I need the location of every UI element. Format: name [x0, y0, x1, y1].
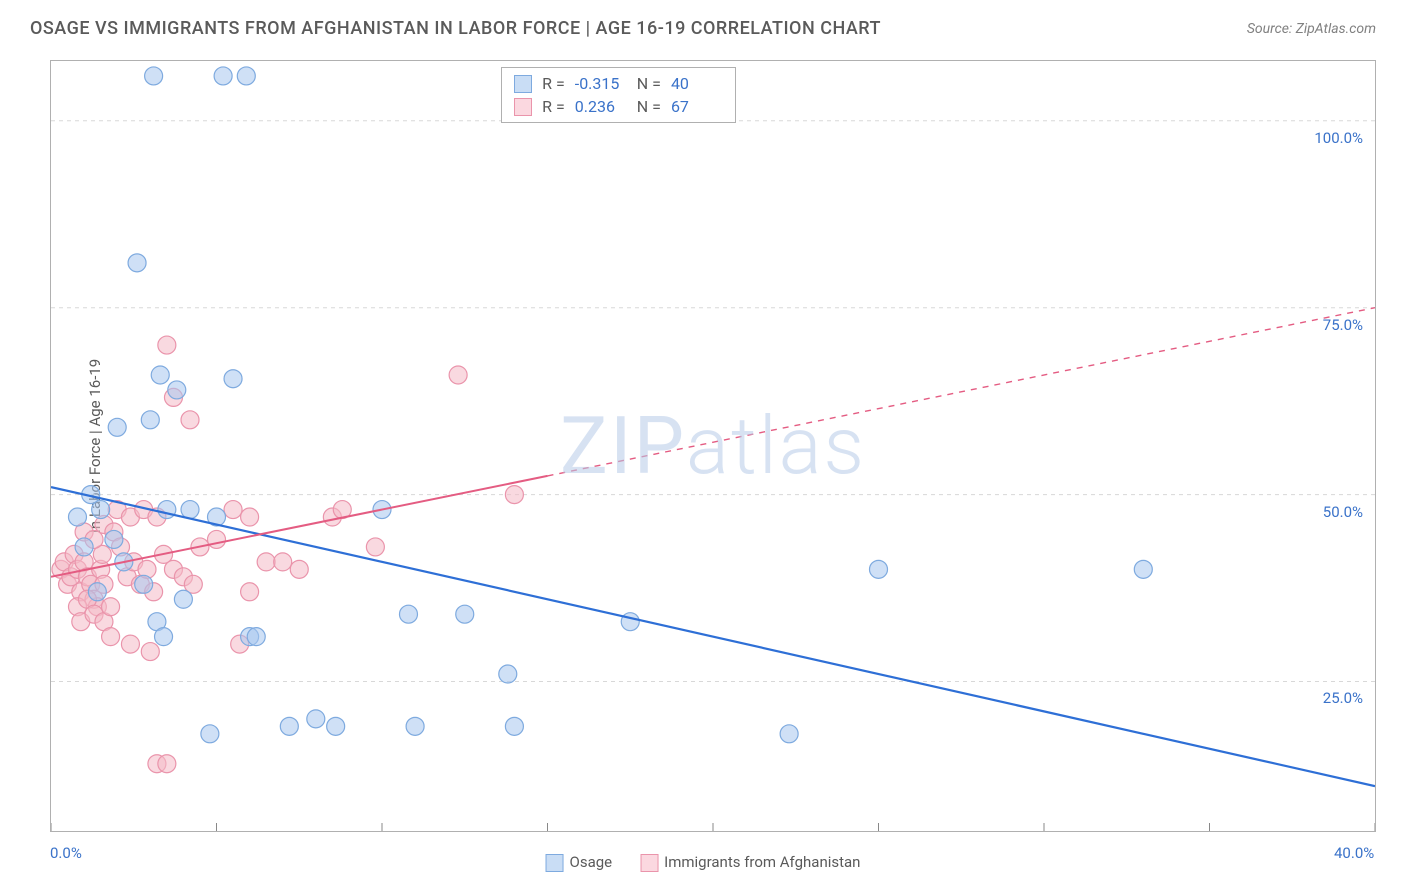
- legend-swatch: [514, 98, 532, 116]
- r-value: 0.236: [575, 97, 627, 116]
- legend-swatch: [640, 854, 658, 872]
- correlation-legend: R = -0.315 N = 40 R = 0.236 N = 67: [501, 67, 736, 123]
- x-tick-label: 0.0%: [50, 844, 82, 862]
- y-tick-label: 50.0%: [1323, 503, 1363, 521]
- r-value: -0.315: [575, 74, 627, 93]
- r-label: R =: [542, 97, 565, 116]
- legend-swatch: [514, 75, 532, 93]
- y-tick-label: 25.0%: [1323, 689, 1363, 707]
- y-tick-label: 100.0%: [1314, 129, 1363, 147]
- chart-frame: ZIPatlas R =-0.315N =40R =0.236N =67 25.…: [50, 60, 1376, 832]
- series-legend-item: Osage: [546, 853, 613, 872]
- legend-row: R = 0.236 N = 67: [514, 97, 723, 116]
- legend-swatch: [546, 854, 564, 872]
- x-tick-label: 40.0%: [1334, 844, 1374, 862]
- n-value: 67: [671, 97, 723, 116]
- n-value: 40: [671, 74, 723, 93]
- n-label: N =: [637, 74, 661, 93]
- source-label: Source: ZipAtlas.com: [1247, 21, 1376, 37]
- series-legend-item: Immigrants from Afghanistan: [640, 853, 860, 872]
- r-label: R =: [542, 74, 565, 93]
- y-tick-label: 75.0%: [1323, 316, 1363, 334]
- n-label: N =: [637, 97, 661, 116]
- series-legend: Osage Immigrants from Afghanistan: [546, 853, 861, 872]
- series-name: Immigrants from Afghanistan: [664, 853, 860, 871]
- legend-row: R = -0.315 N = 40: [514, 74, 723, 93]
- chart-title: OSAGE VS IMMIGRANTS FROM AFGHANISTAN IN …: [30, 18, 881, 39]
- chart-plot-area: [51, 61, 1375, 831]
- series-name: Osage: [570, 853, 613, 871]
